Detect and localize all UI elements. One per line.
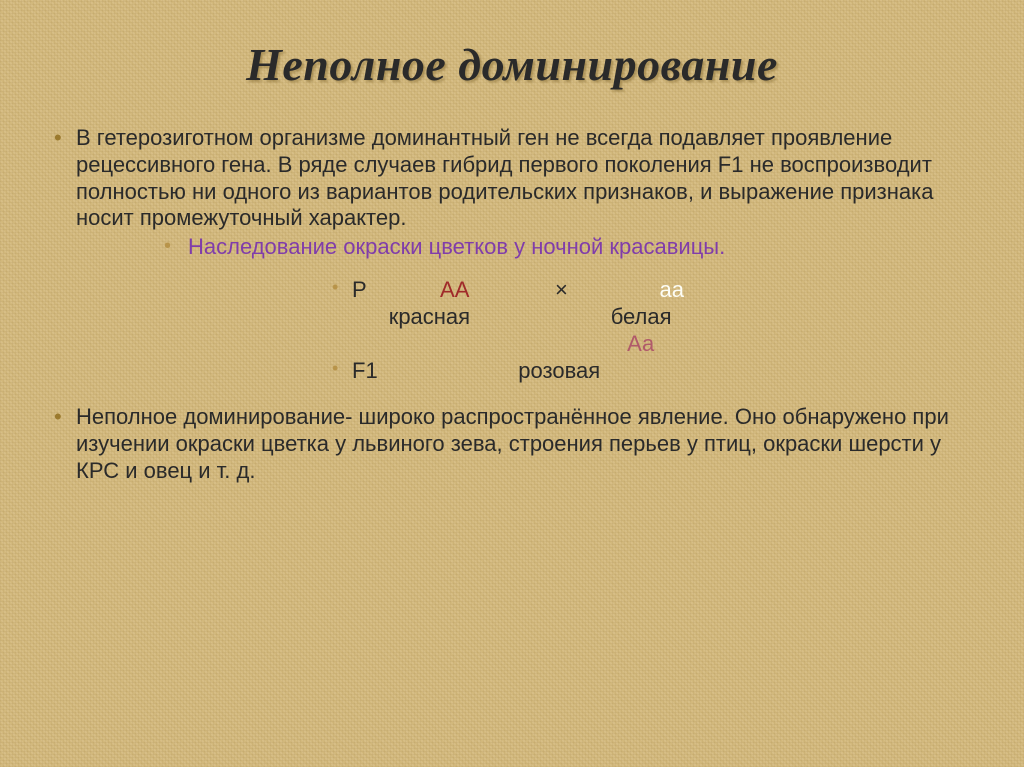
paragraph-1-text: В гетерозиготном организме доминантный г… (76, 125, 933, 230)
p-genotype-recessive: аа (660, 277, 684, 302)
cross-parent-phenotypes: красная белая (76, 304, 976, 331)
subheading-inheritance: Наследование окраски цветков у ночной кр… (76, 234, 976, 261)
spacer (76, 261, 976, 277)
f1-label: F1 (352, 358, 378, 383)
bullet-list-lvl2: Наследование окраски цветков у ночной кр… (76, 234, 976, 261)
f1-phenotype: розовая (518, 358, 600, 383)
paragraph-1: В гетерозиготном организме доминантный г… (48, 125, 976, 400)
cross-parent-line: Р АА × аа (76, 277, 976, 304)
cross-f1-genotype-line: Аа (76, 331, 976, 358)
slide: Неполное доминирование В гетерозиготном … (0, 0, 1024, 767)
f1-genotype: Аа (627, 331, 654, 356)
p-label: Р (352, 277, 367, 302)
slide-title: Неполное доминирование (48, 38, 976, 91)
p-pheno-white: белая (611, 304, 672, 329)
slide-body: В гетерозиготном организме доминантный г… (48, 125, 976, 485)
cross-symbol: × (555, 277, 568, 302)
bullet-list-lvl1: В гетерозиготном организме доминантный г… (48, 125, 976, 485)
p-genotype-dominant: АА (440, 277, 469, 302)
cross-f1-line: F1 розовая (76, 358, 976, 385)
bullet-list-lvl3: Р АА × аа красная белая Аа F1 розовая (76, 277, 976, 384)
paragraph-2-text: Неполное доминирование- широко распростр… (76, 404, 949, 483)
subheading-inheritance-text: Наследование окраски цветков у ночной кр… (188, 234, 725, 259)
paragraph-2: Неполное доминирование- широко распростр… (48, 404, 976, 484)
p-pheno-red: красная (389, 304, 470, 329)
spacer (76, 384, 976, 400)
